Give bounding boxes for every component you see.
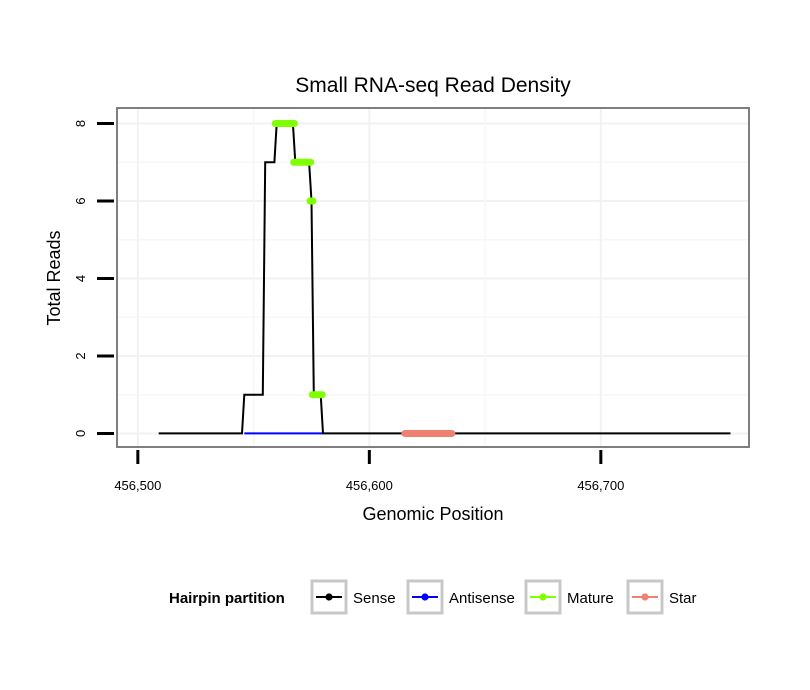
grid xyxy=(117,108,749,447)
y-tick-label: 0 xyxy=(73,430,88,437)
legend-title: Hairpin partition xyxy=(169,590,285,607)
series-layer xyxy=(158,119,731,437)
plot-panel-border xyxy=(116,107,750,448)
y-tick-label: 6 xyxy=(73,197,88,204)
y-tick-label: 8 xyxy=(73,120,88,127)
legend-key-point xyxy=(421,593,429,601)
y-tick-label: 2 xyxy=(73,352,88,359)
legend-label: Mature xyxy=(567,590,614,607)
x-tick-label: 456,700 xyxy=(577,478,624,493)
legend-label: Antisense xyxy=(449,590,515,607)
x-tick-label: 456,500 xyxy=(114,478,161,493)
y-tick-label: 4 xyxy=(73,275,88,282)
y-axis-title: Total Reads xyxy=(44,230,64,325)
x-tick-label: 456,600 xyxy=(346,478,393,493)
x-axis-title: Genomic Position xyxy=(362,504,503,524)
legend-key-point xyxy=(325,593,333,601)
chart-title: Small RNA-seq Read Density xyxy=(295,74,571,97)
axes: 0 2 4 6 8 456,500 456,600 456,700 xyxy=(73,120,624,493)
legend-label: Sense xyxy=(353,590,396,607)
legend-key-point xyxy=(539,593,547,601)
legend-items: Sense Antisense Mature Star xyxy=(310,579,697,615)
legend-label: Star xyxy=(669,590,697,607)
legend-key-point xyxy=(641,593,649,601)
legend: Hairpin partition Sense Antisense Mature St… xyxy=(169,579,697,615)
